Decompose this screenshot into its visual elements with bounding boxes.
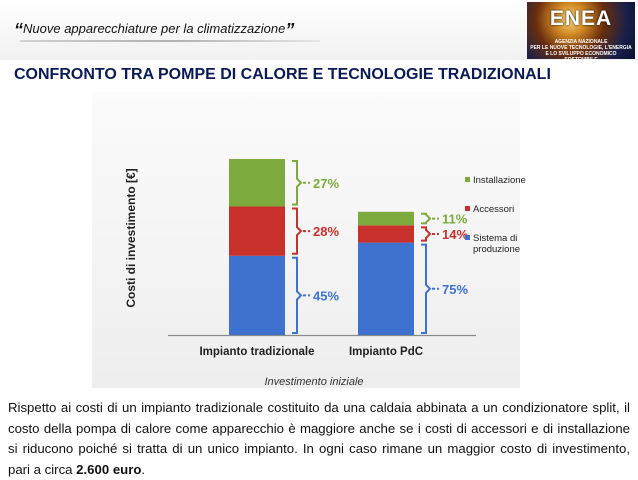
x-axis-label: Investimento iniziale bbox=[264, 376, 363, 388]
legend-label-sistema-line2: produzione bbox=[473, 244, 520, 255]
bracket-green bbox=[292, 160, 303, 206]
chart-panel bbox=[92, 92, 520, 388]
legend-swatch-blue bbox=[465, 235, 470, 240]
legend-label-red: Accessori bbox=[473, 204, 514, 215]
enea-logo: ENEA AGENZIA NAZIONALE PER LE NUOVE TECN… bbox=[527, 2, 635, 59]
bar-segment-tradizionale-red bbox=[229, 206, 285, 256]
logo-line-3: E LO SVILUPPO ECONOMICO SOSTENIBILE bbox=[545, 51, 617, 59]
legend-label-sistema-line1: Sistema di bbox=[473, 233, 517, 244]
data-label: 28% bbox=[313, 224, 339, 239]
data-label: 11% bbox=[442, 212, 468, 227]
description-text: Rispetto ai costi di un impianto tradizi… bbox=[8, 400, 630, 477]
presentation-subtitle: “Nuove apparecchiature per la climatizza… bbox=[14, 20, 294, 41]
data-label: 75% bbox=[442, 282, 468, 297]
subtitle-text: Nuove apparecchiature per la climatizzaz… bbox=[23, 21, 286, 36]
bracket-red bbox=[421, 226, 432, 242]
subtitle-underline bbox=[20, 40, 320, 42]
category-label: Impianto PdC bbox=[349, 346, 423, 358]
logo-word: ENEA bbox=[549, 7, 613, 30]
logo-line-1: AGENZIA NAZIONALE bbox=[554, 39, 608, 45]
category-label: Impianto tradizionale bbox=[199, 346, 314, 358]
bracket-red bbox=[292, 207, 303, 255]
close-quote: ” bbox=[285, 20, 295, 40]
open-quote: “ bbox=[14, 20, 23, 40]
data-label: 14% bbox=[442, 227, 468, 242]
legend-label-green: Installazione bbox=[473, 175, 526, 186]
bar-segment-pdc-blue bbox=[358, 242, 414, 335]
description-end: . bbox=[141, 461, 146, 477]
bar-segment-pdc-green bbox=[358, 211, 414, 226]
description-paragraph: Rispetto ai costi di un impianto tradizi… bbox=[8, 398, 630, 480]
bracket-green bbox=[421, 212, 432, 225]
bar-segment-tradizionale-green bbox=[229, 159, 285, 207]
highlighted-amount: 2.600 euro bbox=[76, 461, 142, 477]
bar-segment-pdc-red bbox=[358, 225, 414, 243]
data-label: 27% bbox=[313, 176, 339, 191]
logo-line-2: PER LE NUOVE TECNOLOGIE, L'ENERGIA bbox=[530, 45, 632, 51]
data-label: 45% bbox=[313, 288, 339, 303]
bracket-blue bbox=[421, 243, 432, 334]
legend-swatch-red bbox=[465, 206, 470, 211]
y-axis-label: Costi di investimento [€] bbox=[124, 168, 138, 307]
slide-title: CONFRONTO TRA POMPE DI CALORE E TECNOLOG… bbox=[14, 66, 551, 83]
bracket-blue bbox=[292, 256, 303, 334]
legend-swatch-green bbox=[465, 177, 470, 182]
bar-segment-tradizionale-blue bbox=[229, 255, 285, 335]
